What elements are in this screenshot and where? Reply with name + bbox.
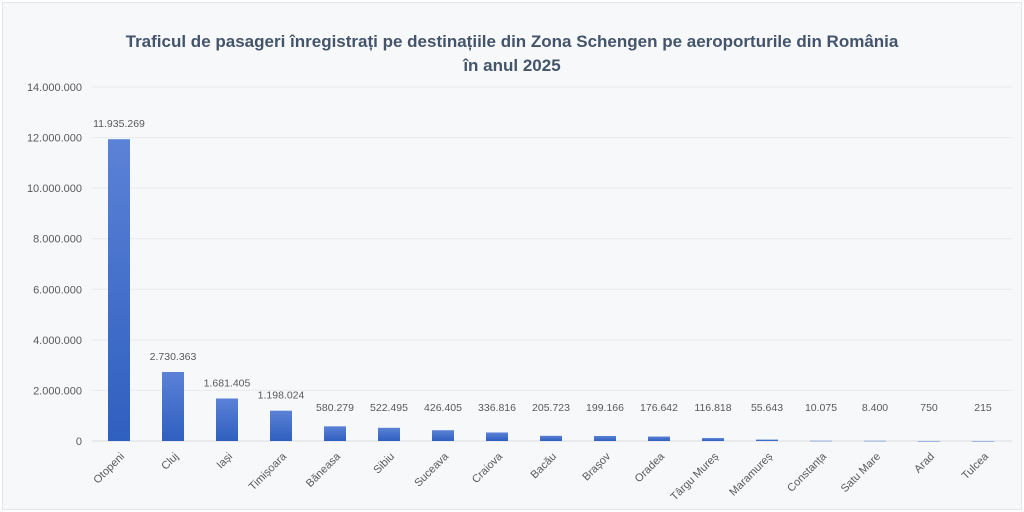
data-label: 215 <box>974 402 992 414</box>
bar <box>162 371 184 441</box>
bar <box>918 440 940 442</box>
x-tick-label: Craiova <box>470 450 506 486</box>
data-label: 55.643 <box>751 402 783 414</box>
bar <box>324 426 346 441</box>
bar <box>810 440 832 442</box>
x-tick-label: Cluj <box>159 451 181 473</box>
y-tick-label: 6.000.000 <box>33 284 82 296</box>
data-label: 580.279 <box>316 402 354 414</box>
bar <box>270 410 292 441</box>
x-tick-label: Sibiu <box>371 451 397 477</box>
y-tick-label: 10.000.000 <box>27 183 82 195</box>
data-label: 116.818 <box>694 402 731 414</box>
data-label: 8.400 <box>862 402 888 414</box>
bar <box>540 435 562 441</box>
y-tick-label: 12.000.000 <box>27 133 82 145</box>
bar <box>594 435 616 441</box>
chart-title-line-1: Traficul de pasageri înregistrați pe des… <box>125 32 899 51</box>
x-tick-label: Târgu Mureș <box>669 450 722 503</box>
data-label: 176.642 <box>640 402 678 414</box>
data-label: 426.405 <box>424 402 462 414</box>
bar <box>864 440 886 442</box>
data-label: 522.495 <box>370 402 408 414</box>
bar <box>378 427 400 441</box>
x-tick-label: Suceava <box>412 450 451 489</box>
bar <box>702 438 724 441</box>
data-label: 199.166 <box>586 402 624 414</box>
bar <box>648 436 670 441</box>
x-tick-label: Otopeni <box>91 451 127 487</box>
x-tick-label: Tulcea <box>960 450 992 482</box>
bar <box>216 398 238 441</box>
y-tick-label: 4.000.000 <box>33 335 82 347</box>
data-label: 1.681.405 <box>204 377 251 389</box>
bar <box>756 439 778 441</box>
y-tick-label: 14.000.000 <box>27 82 82 94</box>
bar <box>486 432 508 441</box>
x-tick-label: Maramureș <box>727 450 775 498</box>
x-tick-label: Brașov <box>580 450 613 483</box>
x-tick-label: Arad <box>912 451 937 476</box>
bar <box>972 440 994 442</box>
x-tick-label: Băneasa <box>304 450 344 490</box>
data-label: 11.935.269 <box>93 118 145 130</box>
bar <box>108 139 130 441</box>
data-label: 205.723 <box>532 402 570 414</box>
y-tick-label: 0 <box>76 436 82 448</box>
data-label: 2.730.363 <box>150 351 197 363</box>
data-label: 1.198.024 <box>258 390 305 402</box>
x-tick-label: Oradea <box>633 450 668 485</box>
chart-title: Traficul de pasageri înregistrați pe des… <box>0 30 1024 78</box>
data-label: 750 <box>920 402 938 414</box>
x-tick-label: Bacău <box>529 451 560 482</box>
x-tick-label: Satu Mare <box>839 451 883 495</box>
chart-title-line-2: în anul 2025 <box>463 56 561 75</box>
x-tick-label: Timișoara <box>247 450 290 493</box>
data-label: 10.075 <box>805 402 837 414</box>
y-tick-label: 8.000.000 <box>33 234 82 246</box>
y-tick-label: 2.000.000 <box>33 385 82 397</box>
x-tick-label: Iași <box>215 451 236 472</box>
x-tick-label: Constanța <box>785 450 830 495</box>
bar <box>432 430 454 441</box>
data-label: 336.816 <box>478 402 516 414</box>
